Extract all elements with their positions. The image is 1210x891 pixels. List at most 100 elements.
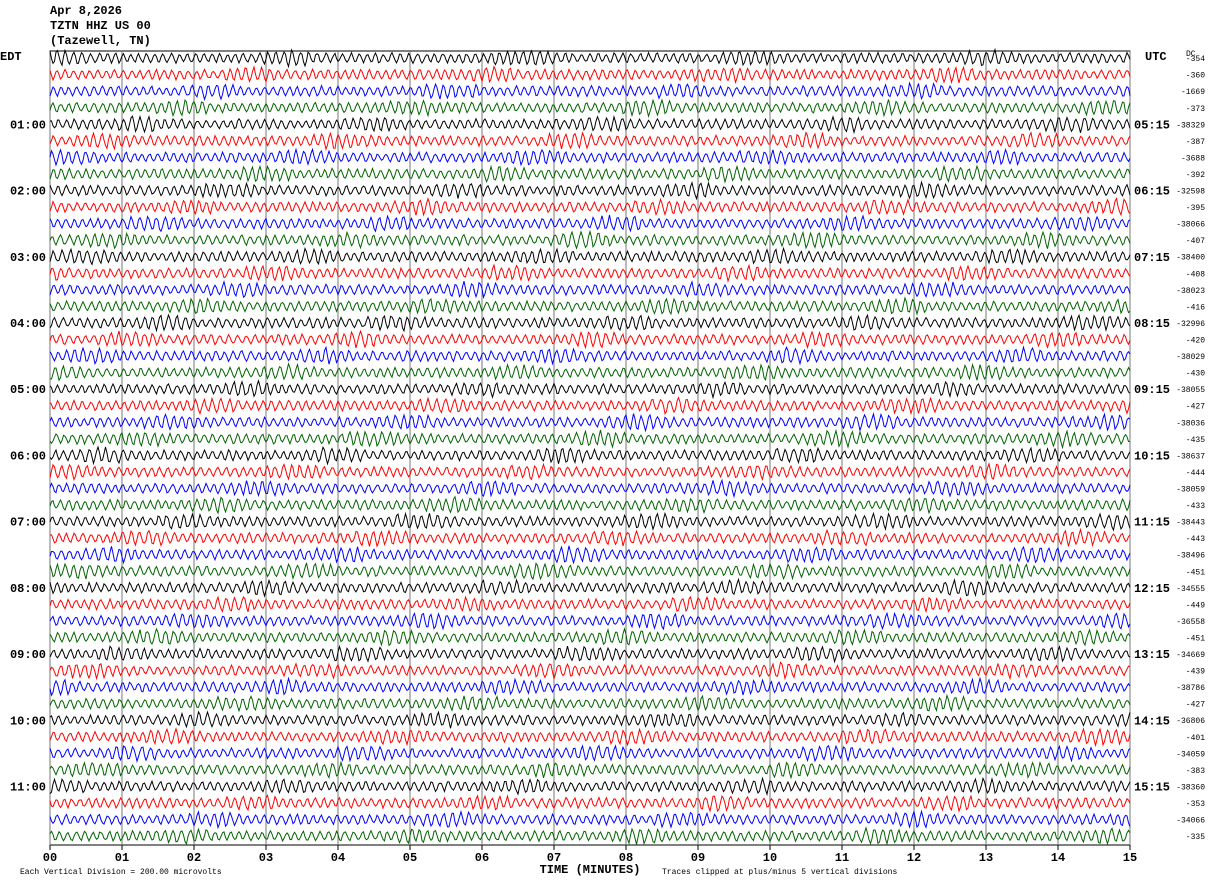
x-axis-label: TIME (MINUTES)	[540, 863, 641, 877]
dc-offset: -439	[1186, 668, 1205, 677]
right-time-label: 10:15	[1134, 449, 1170, 463]
right-time-label: 15:15	[1134, 781, 1170, 795]
dc-offset: -34669	[1176, 651, 1205, 660]
trace	[49, 478, 1131, 499]
x-tick-label: 05	[403, 851, 417, 865]
trace	[49, 65, 1131, 85]
dc-offset: -395	[1186, 204, 1205, 213]
dc-offset: -38360	[1176, 783, 1205, 792]
trace	[49, 147, 1131, 167]
right-time-label: 13:15	[1134, 648, 1170, 662]
dc-offset: -38443	[1176, 519, 1205, 528]
trace	[49, 809, 1131, 830]
trace	[49, 562, 1131, 581]
x-tick-label: 03	[259, 851, 273, 865]
dc-offset: -38059	[1176, 485, 1205, 494]
dc-offset: -38496	[1176, 552, 1205, 561]
dc-offset: -38786	[1176, 684, 1205, 693]
dc-offset: -420	[1186, 337, 1205, 346]
right-time-label: 11:15	[1134, 516, 1170, 530]
trace	[49, 445, 1131, 466]
dc-offset: -401	[1186, 734, 1205, 743]
x-tick-label: 15	[1123, 851, 1137, 865]
dc-offset: -38029	[1176, 353, 1205, 362]
dc-offset: -38329	[1176, 121, 1205, 130]
dc-offset: -36558	[1176, 618, 1205, 627]
dc-offset: -32598	[1176, 188, 1205, 197]
dc-offset: -383	[1186, 767, 1205, 776]
trace	[49, 229, 1131, 250]
dc-offset: -427	[1186, 701, 1205, 710]
dc-offset: -435	[1186, 436, 1205, 445]
left-time-label: 05:00	[10, 383, 46, 397]
left-time-label: 07:00	[10, 516, 46, 530]
dc-offset: -416	[1186, 303, 1205, 312]
dc-offset: -451	[1186, 568, 1205, 577]
right-time-label: 05:15	[1134, 118, 1170, 132]
x-tick-label: 13	[979, 851, 993, 865]
trace	[49, 744, 1131, 764]
trace	[49, 611, 1131, 631]
dc-offset: -427	[1186, 403, 1205, 412]
trace	[49, 412, 1131, 433]
left-time-label: 06:00	[10, 449, 46, 463]
station: TZTN HHZ US 00	[50, 19, 151, 33]
right-time-label: 06:15	[1134, 185, 1170, 199]
left-time-label: 10:00	[10, 714, 46, 728]
left-time-label: 11:00	[10, 781, 46, 795]
dc-offset: -3688	[1181, 154, 1205, 163]
right-time-label: 14:15	[1134, 714, 1170, 728]
x-tick-label: 00	[43, 851, 57, 865]
dc-offset: -34555	[1176, 585, 1205, 594]
left-time-label: 01:00	[10, 118, 46, 132]
trace	[49, 313, 1131, 333]
trace	[49, 727, 1131, 748]
dc-offset: -360	[1186, 72, 1205, 81]
dc-offset: -34066	[1176, 817, 1205, 826]
right-axis-label: UTC	[1145, 50, 1167, 64]
left-time-label: 03:00	[10, 251, 46, 265]
trace	[49, 131, 1131, 151]
left-time-label: 08:00	[10, 582, 46, 596]
trace	[49, 164, 1131, 184]
left-time-label: 02:00	[10, 185, 46, 199]
trace	[49, 98, 1131, 119]
trace	[49, 114, 1131, 135]
dc-offset: -353	[1186, 800, 1205, 809]
dc-offset: -335	[1186, 833, 1205, 842]
dc-offset: -38400	[1176, 254, 1205, 263]
dc-label: DC	[1186, 50, 1196, 59]
left-time-label: 09:00	[10, 648, 46, 662]
trace	[49, 627, 1131, 647]
trace	[49, 661, 1131, 681]
x-tick-label: 12	[907, 851, 921, 865]
trace	[49, 511, 1131, 532]
right-time-label: 07:15	[1134, 251, 1170, 265]
dc-offset: -433	[1186, 502, 1205, 511]
right-time-label: 09:15	[1134, 383, 1170, 397]
trace	[49, 81, 1131, 102]
trace	[49, 776, 1131, 797]
trace	[49, 676, 1131, 697]
x-tick-label: 06	[475, 851, 489, 865]
location: (Tazewell, TN)	[50, 34, 151, 48]
x-tick-label: 11	[835, 851, 849, 865]
dc-offset: -32996	[1176, 320, 1205, 329]
trace	[49, 545, 1131, 565]
trace	[49, 345, 1131, 366]
trace	[49, 214, 1131, 233]
dc-offset: -354	[1186, 55, 1205, 64]
left-axis-label: EDT	[0, 50, 22, 64]
dc-offset: -451	[1186, 634, 1205, 643]
dc-offset: -38036	[1176, 419, 1205, 428]
trace	[49, 263, 1131, 284]
x-tick-label: 10	[763, 851, 777, 865]
trace	[49, 595, 1131, 614]
trace	[49, 644, 1131, 664]
dc-offset: -38055	[1176, 386, 1205, 395]
x-tick-label: 04	[331, 851, 345, 865]
date: Apr 8,2026	[50, 4, 122, 18]
dc-offset: -38023	[1176, 287, 1205, 296]
